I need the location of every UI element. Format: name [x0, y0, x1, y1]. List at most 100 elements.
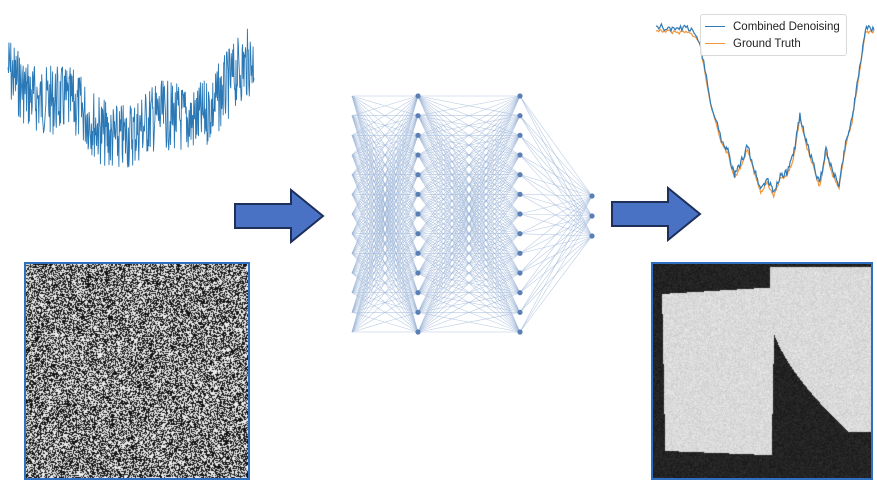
network-edge: [351, 194, 419, 333]
network-edge: [519, 174, 593, 197]
network-edge: [519, 195, 593, 333]
network-edge: [519, 235, 593, 333]
network-edge: [519, 215, 593, 333]
legend-swatch: [705, 26, 725, 27]
arrow-shape: [611, 186, 702, 242]
network-node: [517, 250, 523, 256]
neural-network-diagram: [351, 93, 595, 335]
network-edge: [351, 233, 419, 333]
network-node: [415, 211, 421, 217]
network-edge: [417, 154, 521, 333]
network-edge: [417, 95, 521, 116]
noisy-image: [24, 262, 250, 480]
network-edge: [417, 95, 521, 175]
network-edge: [417, 253, 521, 333]
network-edge: [417, 135, 521, 333]
chart-legend: Combined Denoising Ground Truth: [700, 14, 847, 56]
network-edge: [519, 194, 593, 197]
network-edge: [417, 95, 521, 254]
network-edge: [417, 95, 521, 333]
network-node: [517, 329, 523, 335]
network-edge: [351, 95, 419, 215]
arrow-shape: [234, 188, 325, 244]
network-node: [415, 172, 421, 178]
network-edge: [519, 95, 593, 197]
legend-label: Ground Truth: [733, 37, 801, 50]
network-edge: [519, 195, 593, 313]
network-edge: [351, 95, 419, 175]
network-node: [517, 132, 523, 138]
network-edge: [417, 95, 521, 313]
network-node: [415, 270, 421, 276]
network-node: [517, 113, 523, 119]
network-node: [517, 290, 523, 296]
network-edge: [351, 95, 419, 156]
network-edge: [417, 95, 521, 274]
network-edge: [417, 194, 521, 333]
denoised-image: [651, 262, 873, 480]
network-edge: [351, 272, 419, 333]
network-edge: [351, 292, 419, 333]
network-edge: [417, 233, 521, 333]
network-edge: [351, 154, 419, 333]
network-node: [589, 233, 595, 239]
combined-denoising-line: [655, 22, 875, 194]
network-node: [589, 193, 595, 199]
noisy-signal-plot: [7, 28, 255, 168]
network-edge: [417, 174, 521, 333]
network-edge: [417, 95, 521, 195]
network-edge: [351, 95, 419, 116]
network-node: [517, 152, 523, 158]
network-edge: [417, 115, 521, 333]
network-edge: [519, 195, 593, 293]
legend-swatch: [705, 43, 725, 44]
network-edge: [417, 95, 521, 136]
flow-arrow-right-icon: [234, 188, 325, 244]
network-node: [517, 231, 523, 237]
network-edge: [417, 95, 521, 215]
network-edge: [417, 95, 521, 156]
network-edge: [351, 115, 419, 333]
network-edge: [351, 95, 419, 234]
network-edge: [519, 115, 593, 197]
network-edge: [519, 135, 593, 197]
network-edge: [519, 195, 593, 254]
network-edge: [417, 95, 521, 293]
network-edge: [417, 312, 521, 333]
network-node: [589, 213, 595, 219]
network-edge: [519, 195, 593, 274]
network-edge: [351, 95, 419, 136]
network-node: [415, 113, 421, 119]
network-node: [517, 172, 523, 178]
network-edge: [351, 95, 419, 195]
network-node: [415, 250, 421, 256]
network-node: [415, 93, 421, 99]
noisy-signal-line: [7, 28, 255, 168]
network-edge: [351, 95, 419, 293]
network-node: [517, 191, 523, 197]
network-node: [517, 93, 523, 99]
network-edge: [417, 213, 521, 333]
network-node: [415, 152, 421, 158]
network-edge: [351, 95, 419, 274]
network-node: [415, 309, 421, 315]
network-edge: [417, 292, 521, 333]
network-node: [517, 270, 523, 276]
network-edge: [351, 95, 419, 333]
network-edge: [351, 312, 419, 333]
legend-label: Combined Denoising: [733, 20, 840, 33]
denoised-signal-chart: [655, 22, 875, 199]
network-edge: [519, 195, 593, 215]
network-edge: [351, 95, 419, 313]
network-edge: [417, 95, 521, 234]
network-edge: [351, 95, 419, 254]
legend-item: Ground Truth: [705, 35, 840, 52]
network-node: [415, 231, 421, 237]
flow-arrow-right-icon: [611, 186, 702, 242]
network-edge: [351, 253, 419, 333]
network-edge: [351, 174, 419, 333]
network-edge: [519, 195, 593, 234]
network-node: [415, 329, 421, 335]
network-node: [415, 191, 421, 197]
network-edge: [417, 272, 521, 333]
